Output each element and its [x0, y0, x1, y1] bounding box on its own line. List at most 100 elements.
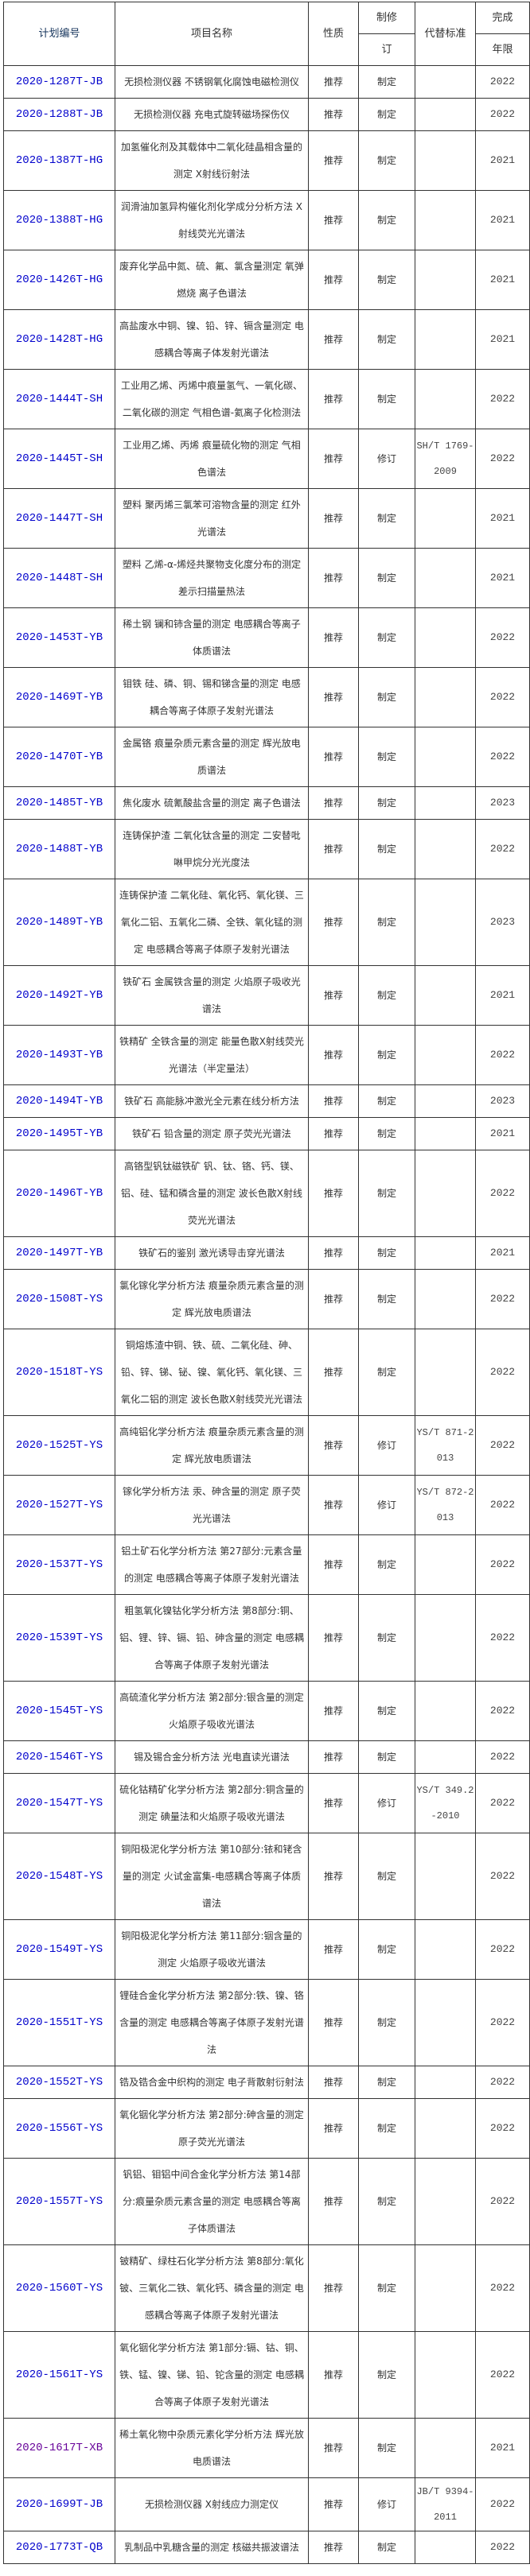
project-name-cell: 锂硅合金化学分析方法 第2部分:铁、镍、铬含量的测定 电感耦合等离子体原子发射光…	[115, 1979, 309, 2066]
header-plan-number: 计划编号	[3, 2, 115, 66]
table-row: 2020-1551T-YS 锂硅合金化学分析方法 第2部分:铁、镍、铬含量的测定…	[3, 1979, 530, 2066]
plan-number-link[interactable]: 2020-1288T-JB	[3, 98, 115, 131]
table-row: 2020-1387T-HG 加氢催化剂及其载体中二氧化硅晶相含量的测定 X射线衍…	[3, 130, 530, 191]
plan-number-link[interactable]: 2020-1508T-YS	[3, 1269, 115, 1329]
revise-type-cell: 制定	[358, 98, 415, 131]
project-name-cell: 稀土氧化物中杂质元素化学分析方法 辉光放电质谱法	[115, 2418, 309, 2478]
plan-number-link[interactable]: 2020-1496T-YB	[3, 1150, 115, 1237]
plan-number-link[interactable]: 2020-1448T-SH	[3, 548, 115, 608]
nature-cell: 推荐	[308, 1329, 359, 1416]
nature-cell: 推荐	[308, 1415, 359, 1476]
plan-number-link[interactable]: 2020-1525T-YS	[3, 1415, 115, 1476]
table-row: 2020-1546T-YS 锡及锡合金分析方法 光电直读光谱法 推荐 制定 20…	[3, 1740, 530, 1774]
plan-number-link[interactable]: 2020-1552T-YS	[3, 2066, 115, 2099]
plan-number-link[interactable]: 2020-1545T-YS	[3, 1681, 115, 1741]
replaced-standard-cell	[415, 667, 476, 727]
completion-year-cell: 2022	[475, 1979, 530, 2066]
plan-number-link[interactable]: 2020-1617T-XB	[3, 2418, 115, 2478]
nature-cell: 推荐	[308, 2244, 359, 2332]
nature-cell: 推荐	[308, 2158, 359, 2245]
plan-number-link[interactable]: 2020-1469T-YB	[3, 667, 115, 727]
completion-year-cell: 2022	[475, 1269, 530, 1329]
plan-number-link[interactable]: 2020-1388T-HG	[3, 190, 115, 250]
replaced-standard-cell	[415, 250, 476, 310]
plan-number-link[interactable]: 2020-1445T-SH	[3, 429, 115, 489]
completion-year-cell: 2022	[475, 1475, 530, 1535]
project-name-cell: 镓化学分析方法 汞、砷含量的测定 原子荧光光谱法	[115, 1475, 309, 1535]
project-name-cell: 铜熔炼渣中铜、铁、硫、二氧化硅、砷、铅、锌、锑、铋、镍、氧化钙、氧化镁、三氧化二…	[115, 1329, 309, 1416]
replaced-standard-cell	[415, 130, 476, 191]
table-row: 2020-1428T-HG 高盐废水中铜、镍、铅、锌、镉含量测定 电感耦合等离子…	[3, 309, 530, 370]
revise-type-cell: 制定	[358, 1117, 415, 1150]
nature-cell: 推荐	[308, 1833, 359, 1920]
completion-year-cell: 2022	[475, 1415, 530, 1476]
replaced-standard-cell	[415, 190, 476, 250]
plan-number-link[interactable]: 2020-1426T-HG	[3, 250, 115, 310]
plan-number-link[interactable]: 2020-1537T-YS	[3, 1534, 115, 1595]
table-row: 2020-1527T-YS 镓化学分析方法 汞、砷含量的测定 原子荧光光谱法 推…	[3, 1475, 530, 1535]
replaced-standard-cell	[415, 1740, 476, 1774]
replaced-standard-cell: SH/T 1769-2009	[415, 429, 476, 489]
replaced-standard-cell	[415, 2531, 476, 2564]
project-name-cell: 铁矿石 铅含量的测定 原子荧光光谱法	[115, 1117, 309, 1150]
plan-number-link[interactable]: 2020-1488T-YB	[3, 819, 115, 879]
plan-number-link[interactable]: 2020-1387T-HG	[3, 130, 115, 191]
plan-number-link[interactable]: 2020-1518T-YS	[3, 1329, 115, 1416]
project-name-cell: 废弃化学品中氮、硫、氟、氯含量测定 氧弹燃烧 离子色谱法	[115, 250, 309, 310]
completion-year-cell: 2022	[475, 1329, 530, 1416]
plan-number-link[interactable]: 2020-1493T-YB	[3, 1025, 115, 1085]
nature-cell: 推荐	[308, 1269, 359, 1329]
table-row: 2020-1560T-YS 铍精矿、绿柱石化学分析方法 第8部分:氧化铍、三氧化…	[3, 2244, 530, 2332]
project-name-cell: 连铸保护渣 二氧化硅、氧化钙、氧化镁、三氧化二铝、五氧化二磷、全铁、氧化锰的测定…	[115, 879, 309, 966]
table-row: 2020-1552T-YS 锆及锆合金中织构的测定 电子背散射衍射法 推荐 制定…	[3, 2066, 530, 2099]
plan-number-link[interactable]: 2020-1699T-JB	[3, 2477, 115, 2531]
plan-number-link[interactable]: 2020-1447T-SH	[3, 488, 115, 549]
table-row: 2020-1445T-SH 工业用乙烯、丙烯 痕量硫化物的测定 气相色谱法 推荐…	[3, 429, 530, 489]
plan-number-link[interactable]: 2020-1495T-YB	[3, 1117, 115, 1150]
plan-number-link[interactable]: 2020-1444T-SH	[3, 369, 115, 429]
table-row: 2020-1561T-YS 氧化铟化学分析方法 第1部分:镉、钴、铜、铁、锰、镍…	[3, 2331, 530, 2419]
plan-number-link[interactable]: 2020-1551T-YS	[3, 1979, 115, 2066]
revise-type-cell: 制定	[358, 2066, 415, 2099]
plan-number-link[interactable]: 2020-1547T-YS	[3, 1773, 115, 1833]
revise-type-cell: 制定	[358, 1025, 415, 1085]
plan-number-link[interactable]: 2020-1561T-YS	[3, 2331, 115, 2419]
project-name-cell: 铁矿石的鉴别 激光诱导击穿光谱法	[115, 1236, 309, 1270]
replaced-standard-cell	[415, 1025, 476, 1085]
table-row: 2020-1485T-YB 焦化废水 硫氰酸盐含量的测定 离子色谱法 推荐 制定…	[3, 786, 530, 820]
plan-number-link[interactable]: 2020-1492T-YB	[3, 965, 115, 1026]
project-name-cell: 高盐废水中铜、镍、铅、锌、镉含量测定 电感耦合等离子体发射光谱法	[115, 309, 309, 370]
plan-number-link[interactable]: 2020-1539T-YS	[3, 1594, 115, 1682]
nature-cell: 推荐	[308, 429, 359, 489]
nature-cell: 推荐	[308, 1236, 359, 1270]
plan-number-link[interactable]: 2020-1546T-YS	[3, 1740, 115, 1774]
plan-number-link[interactable]: 2020-1527T-YS	[3, 1475, 115, 1535]
revise-type-cell: 制定	[358, 1084, 415, 1118]
plan-number-link[interactable]: 2020-1453T-YB	[3, 607, 115, 668]
plan-number-link[interactable]: 2020-1497T-YB	[3, 1236, 115, 1270]
plan-number-link[interactable]: 2020-1470T-YB	[3, 727, 115, 787]
header-replaced-standard: 代替标准	[415, 2, 476, 66]
completion-year-cell: 2021	[475, 488, 530, 549]
plan-number-link[interactable]: 2020-1548T-YS	[3, 1833, 115, 1920]
plan-number-link[interactable]: 2020-1773T-QB	[3, 2531, 115, 2564]
plan-number-link[interactable]: 2020-1494T-YB	[3, 1084, 115, 1118]
revise-type-cell: 制定	[358, 786, 415, 820]
plan-number-link[interactable]: 2020-1549T-YS	[3, 1919, 115, 1980]
plan-number-link[interactable]: 2020-1485T-YB	[3, 786, 115, 820]
plan-number-link[interactable]: 2020-1489T-YB	[3, 879, 115, 966]
completion-year-cell: 2021	[475, 130, 530, 191]
completion-year-cell: 2023	[475, 1084, 530, 1118]
completion-year-cell: 2021	[475, 548, 530, 608]
table-row: 2020-1388T-HG 润滑油加氢异构催化剂化学成分分析方法 X射线荧光光谱…	[3, 190, 530, 250]
project-name-cell: 无损检测仪器 X射线应力测定仪	[115, 2477, 309, 2531]
replaced-standard-cell	[415, 1236, 476, 1270]
plan-number-link[interactable]: 2020-1560T-YS	[3, 2244, 115, 2332]
completion-year-cell: 2022	[475, 369, 530, 429]
plan-number-link[interactable]: 2020-1428T-HG	[3, 309, 115, 370]
plan-number-link[interactable]: 2020-1556T-YS	[3, 2098, 115, 2159]
nature-cell: 推荐	[308, 548, 359, 608]
table-row: 2020-1545T-YS 高硫渣化学分析方法 第2部分:银含量的测定 火焰原子…	[3, 1681, 530, 1741]
plan-number-link[interactable]: 2020-1287T-JB	[3, 65, 115, 99]
plan-number-link[interactable]: 2020-1557T-YS	[3, 2158, 115, 2245]
